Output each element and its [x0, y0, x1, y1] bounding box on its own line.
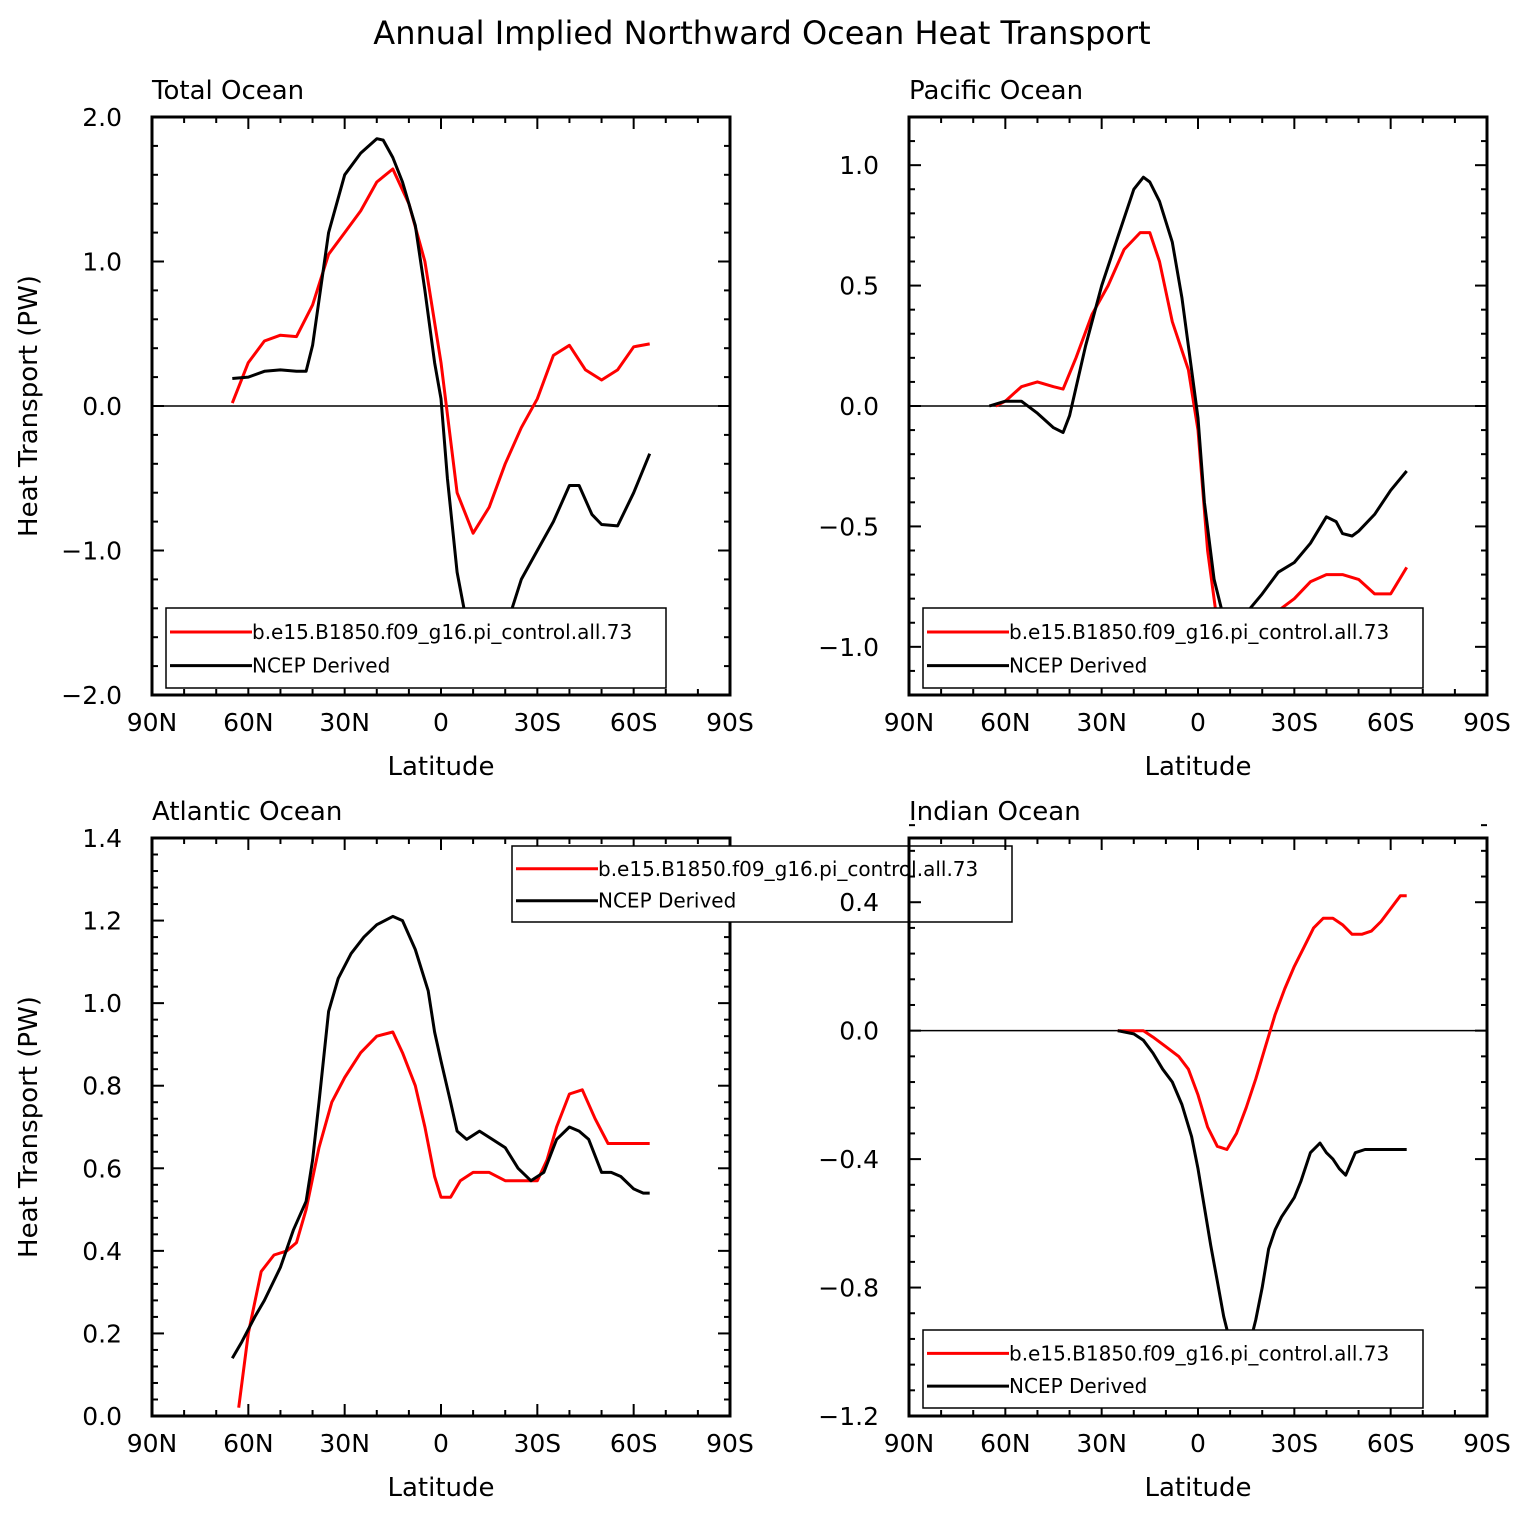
total-ocean-legend-label-1: NCEP Derived: [252, 654, 390, 678]
pacific-ocean-legend: b.e15.B1850.f09_g16.pi_control.all.73 NCE…: [922, 607, 1424, 689]
atlantic-ocean-x-tick-label: 0: [433, 1429, 449, 1458]
pacific-ocean-x-tick-label: 0: [1190, 708, 1206, 737]
atlantic-ocean-legend-box: [511, 845, 1013, 923]
atlantic-ocean-y-tick-label: 1.2: [82, 907, 122, 936]
atlantic-ocean-y-tick-label: 0.2: [82, 1319, 122, 1348]
atlantic-ocean-x-tick-label: 90S: [706, 1429, 754, 1458]
indian-ocean-y-tick-label: 0.4: [839, 888, 879, 917]
pacific-ocean-series-ncep-derived-line: [988, 175, 1408, 630]
indian-ocean-panel: 90N 60N 30N 0 30S 60S 90S −1.2 −0.8 −0.4 0.0 0.4 Ind…: [818, 797, 1511, 1503]
pacific-ocean-legend-box: [922, 607, 1424, 689]
atlantic-ocean-series-model-line: [237, 1030, 650, 1408]
indian-ocean-x-tick-label: 60S: [1367, 1429, 1415, 1458]
indian-ocean-x-tick-label: 30N: [1076, 1429, 1127, 1458]
total-ocean-x-tick-label: 60N: [223, 708, 274, 737]
indian-ocean-x-tick-label: 0: [1190, 1429, 1206, 1458]
atlantic-ocean-frame: [150, 836, 732, 1418]
pacific-ocean-panel: 90N 60N 30N 0 30S 60S 90S −1.0 −0.5 0.0 0.5 1.0 Paci…: [818, 76, 1511, 782]
indian-ocean-series-model-line: [1117, 894, 1407, 1151]
indian-ocean-y-tick-label: −1.2: [818, 1402, 879, 1431]
total-ocean-y-tick-label: 1.0: [82, 248, 122, 277]
pacific-ocean-y-tick-label: 1.0: [839, 151, 879, 180]
indian-ocean-x-tick-label: 90S: [1463, 1429, 1511, 1458]
pacific-ocean-y-tick-label: 0.0: [839, 392, 879, 421]
pacific-ocean-y-tick-label: −0.5: [818, 512, 879, 541]
indian-ocean-x-axis-label: Latitude: [1144, 1473, 1251, 1503]
pacific-ocean-legend-label-1: NCEP Derived: [1009, 654, 1147, 678]
indian-ocean-x-tick-label: 60N: [980, 1429, 1031, 1458]
pacific-ocean-title: Pacific Ocean: [909, 76, 1083, 106]
indian-ocean-y-tick-label: −0.8: [818, 1274, 879, 1303]
indian-ocean-legend-label-1: NCEP Derived: [1009, 1374, 1147, 1398]
pacific-ocean-series-model-line: [995, 231, 1408, 658]
figure-title: Annual Implied Northward Ocean Heat Tran…: [373, 14, 1150, 52]
total-ocean-legend-label-0: b.e15.B1850.f09_g16.pi_control.all.73: [252, 620, 632, 644]
atlantic-ocean-panel: 90N 60N 30N 0 30S 60S 90S 0.0 0.2 0.4 0.6 0.8 1.0 1.2…: [14, 797, 1013, 1503]
atlantic-ocean-y-tick-label: 0.0: [82, 1402, 122, 1431]
atlantic-ocean-series-ncep-derived-line: [231, 914, 650, 1359]
total-ocean-x-axis-label: Latitude: [387, 752, 494, 782]
total-ocean-legend: b.e15.B1850.f09_g16.pi_control.all.73 NCE…: [165, 607, 667, 689]
indian-ocean-x-tick-label: 30S: [1270, 1429, 1318, 1458]
total-ocean-series-model-line: [230, 167, 650, 535]
atlantic-ocean-x-tick-label: 60S: [610, 1429, 658, 1458]
atlantic-ocean-x-tick-label: 90N: [127, 1429, 178, 1458]
indian-ocean-legend-box: [922, 1329, 1424, 1409]
atlantic-ocean-legend-label-1: NCEP Derived: [598, 889, 736, 913]
pacific-ocean-x-tick-label: 90S: [1463, 708, 1511, 737]
total-ocean-x-tick-label: 90N: [127, 708, 178, 737]
atlantic-ocean-legend-label-0: b.e15.B1850.f09_g16.pi_control.all.73: [598, 857, 978, 881]
atlantic-ocean-title: Atlantic Ocean: [152, 797, 342, 827]
atlantic-ocean-legend: b.e15.B1850.f09_g16.pi_control.all.73 NCE…: [511, 845, 1013, 923]
indian-ocean-x-tick-label: 90N: [884, 1429, 935, 1458]
atlantic-ocean-y-tick-label: 0.4: [82, 1237, 122, 1266]
pacific-ocean-x-tick-label: 90N: [884, 708, 935, 737]
pacific-ocean-x-tick-label: 60N: [980, 708, 1031, 737]
pacific-ocean-legend-label-0: b.e15.B1850.f09_g16.pi_control.all.73: [1009, 620, 1389, 644]
atlantic-ocean-x-tick-label: 60N: [223, 1429, 274, 1458]
pacific-ocean-y-tick-label: −1.0: [818, 633, 879, 662]
total-ocean-x-tick-label: 90S: [706, 708, 754, 737]
indian-ocean-title: Indian Ocean: [909, 797, 1081, 827]
total-ocean-y-axis-label: Heat Transport (PW): [14, 275, 44, 537]
indian-ocean-legend: b.e15.B1850.f09_g16.pi_control.all.73 NCE…: [922, 1329, 1424, 1409]
atlantic-ocean-x-tick-label: 30S: [513, 1429, 561, 1458]
pacific-ocean-x-tick-label: 30S: [1270, 708, 1318, 737]
indian-ocean-series-ncep-derived-line: [1117, 1029, 1407, 1370]
pacific-ocean-y-tick-label: 0.5: [839, 272, 879, 301]
total-ocean-series-ncep-derived-line: [232, 137, 652, 651]
indian-ocean-y-tick-label: 0.0: [839, 1017, 879, 1046]
atlantic-ocean-x-tick-label: 30N: [319, 1429, 370, 1458]
total-ocean-y-tick-label: −2.0: [61, 681, 122, 710]
total-ocean-title: Total Ocean: [151, 76, 304, 106]
atlantic-ocean-y-axis-label: Heat Transport (PW): [14, 996, 44, 1258]
atlantic-ocean-y-tick-label: 1.4: [82, 824, 122, 853]
total-ocean-x-tick-label: 60S: [610, 708, 658, 737]
total-ocean-x-tick-label: 0: [433, 708, 449, 737]
atlantic-ocean-y-tick-label: 1.0: [82, 989, 122, 1018]
pacific-ocean-x-tick-label: 30N: [1076, 708, 1127, 737]
total-ocean-x-tick-label: 30N: [319, 708, 370, 737]
total-ocean-legend-box: [165, 607, 667, 689]
total-ocean-y-tick-label: 0.0: [82, 392, 122, 421]
atlantic-ocean-x-axis-label: Latitude: [387, 1473, 494, 1503]
indian-ocean-legend-label-0: b.e15.B1850.f09_g16.pi_control.all.73: [1009, 1341, 1389, 1365]
indian-ocean-y-tick-label: −0.4: [818, 1145, 879, 1174]
atlantic-ocean-y-tick-label: 0.8: [82, 1072, 122, 1101]
pacific-ocean-x-tick-label: 60S: [1367, 708, 1415, 737]
total-ocean-panel: 90N 60N 30N 0 30S 60S 90S −2.0 −1.0 0.0 1.0 2.0 Tota…: [14, 76, 754, 782]
pacific-ocean-x-axis-label: Latitude: [1144, 752, 1251, 782]
atlantic-ocean-y-tick-label: 0.6: [82, 1154, 122, 1183]
total-ocean-y-tick-label: −1.0: [61, 537, 122, 566]
total-ocean-x-tick-label: 30S: [513, 708, 561, 737]
total-ocean-y-tick-label: 2.0: [82, 103, 122, 132]
